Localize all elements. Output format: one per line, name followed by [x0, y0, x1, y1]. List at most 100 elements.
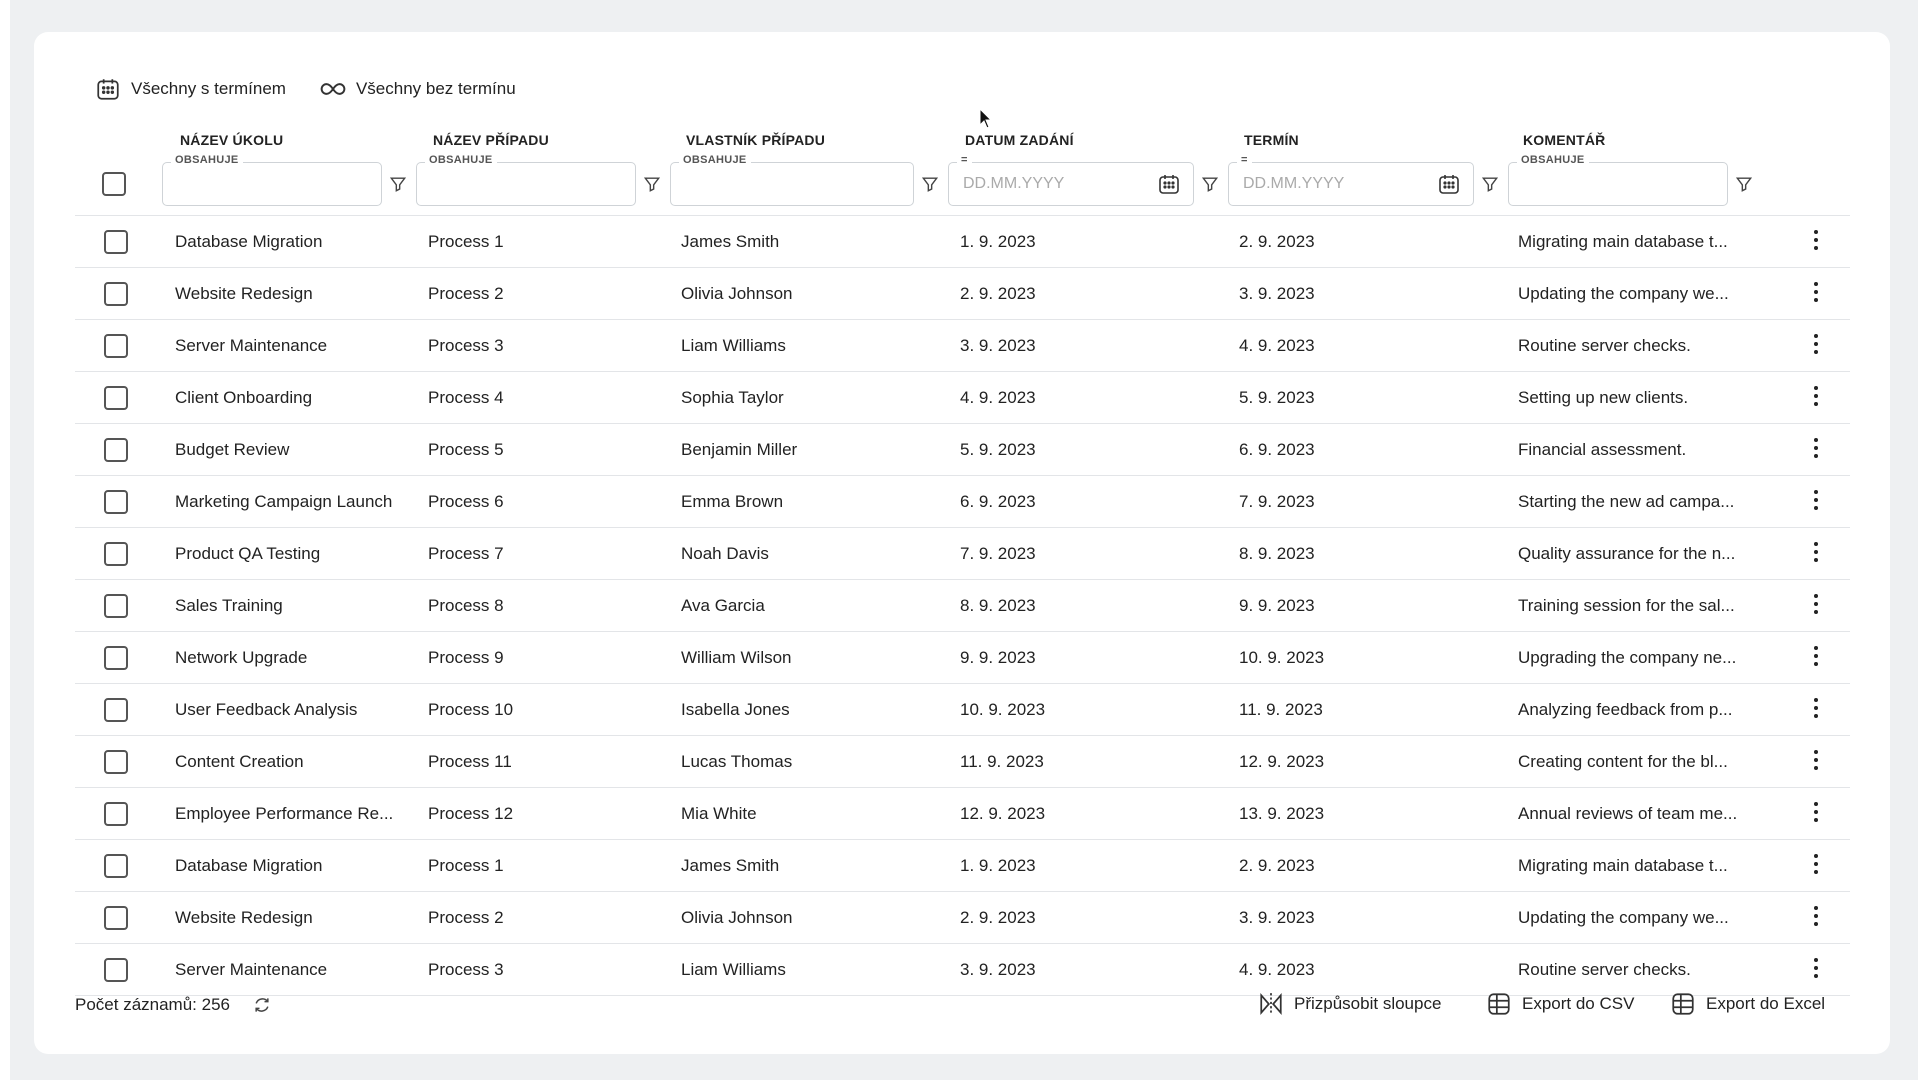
- table-row[interactable]: Employee Performance Re... Process 12 Mia …: [75, 787, 1850, 839]
- task-table-body: Database Migration Process 1 James Smith 1.…: [75, 215, 1850, 996]
- deadline-filter-funnel-icon[interactable]: [1480, 174, 1500, 194]
- case-owner-filter-funnel-icon[interactable]: [920, 174, 940, 194]
- task-name-filter-funnel-icon[interactable]: [388, 174, 408, 194]
- column-header-task-name[interactable]: NÁZEV ÚKOLU: [180, 132, 284, 148]
- calendar-icon: [97, 79, 119, 100]
- column-header-deadline[interactable]: TERMÍN: [1244, 132, 1299, 148]
- row-menu-kebab-icon[interactable]: [1813, 802, 1819, 824]
- row-checkbox[interactable]: [104, 490, 128, 514]
- table-row[interactable]: Network Upgrade Process 9 William Wilson 9.…: [75, 631, 1850, 683]
- table-row[interactable]: Content Creation Process 11 Lucas Thomas 11…: [75, 735, 1850, 787]
- table-row[interactable]: Database Migration Process 1 James Smith 1.…: [75, 839, 1850, 891]
- cell-comment: Setting up new clients.: [1518, 388, 1689, 407]
- row-menu-kebab-icon[interactable]: [1813, 698, 1819, 720]
- cell-assigned: 2. 9. 2023: [960, 908, 1036, 927]
- date-picker-calendar-icon[interactable]: [1157, 172, 1181, 196]
- cell-case: Process 2: [428, 284, 504, 303]
- filter-row: OBSAHUJE OBSAHUJE OBSAHUJE = DD.MM.YYYY …: [0, 154, 1920, 208]
- row-menu-kebab-icon[interactable]: [1813, 542, 1819, 564]
- row-checkbox[interactable]: [104, 282, 128, 306]
- case-owner-filter-input[interactable]: OBSAHUJE: [670, 154, 914, 206]
- cell-deadline: 8. 9. 2023: [1239, 544, 1315, 563]
- cell-assigned: 5. 9. 2023: [960, 440, 1036, 459]
- row-checkbox[interactable]: [104, 594, 128, 618]
- table-row[interactable]: Client Onboarding Process 4 Sophia Taylor 4…: [75, 371, 1850, 423]
- export-excel-button[interactable]: Export do Excel: [1670, 991, 1825, 1017]
- cell-assigned: 1. 9. 2023: [960, 232, 1036, 251]
- column-header-case-owner[interactable]: VLASTNÍK PŘÍPADU: [686, 132, 826, 148]
- cell-case: Process 10: [428, 700, 514, 719]
- assigned-date-filter-input[interactable]: = DD.MM.YYYY: [948, 154, 1194, 206]
- table-row[interactable]: User Feedback Analysis Process 10 Isabella…: [75, 683, 1850, 735]
- record-count: Počet záznamů: 256: [75, 995, 230, 1014]
- table-row[interactable]: Sales Training Process 8 Ava Garcia 8. 9. 2…: [75, 579, 1850, 631]
- table-row[interactable]: Server Maintenance Process 3 Liam Williams…: [75, 319, 1850, 371]
- row-menu-kebab-icon[interactable]: [1813, 750, 1819, 772]
- cell-owner: Benjamin Miller: [681, 440, 798, 459]
- row-checkbox[interactable]: [104, 854, 128, 878]
- column-header-case-name[interactable]: NÁZEV PŘÍPADU: [433, 132, 549, 148]
- row-checkbox[interactable]: [104, 802, 128, 826]
- comment-filter-funnel-icon[interactable]: [1734, 174, 1754, 194]
- all-with-deadline-button[interactable]: Všechny s termínem: [95, 76, 286, 102]
- row-menu-kebab-icon[interactable]: [1813, 282, 1819, 304]
- table-row[interactable]: Budget Review Process 5 Benjamin Miller 5. …: [75, 423, 1850, 475]
- row-menu-kebab-icon[interactable]: [1813, 906, 1819, 928]
- row-checkbox[interactable]: [104, 542, 128, 566]
- cell-comment: Starting the new ad campa...: [1518, 492, 1735, 511]
- column-header-comment[interactable]: KOMENTÁŘ: [1523, 132, 1606, 148]
- row-menu-kebab-icon[interactable]: [1813, 594, 1819, 616]
- export-csv-button[interactable]: Export do CSV: [1486, 991, 1634, 1017]
- refresh-icon[interactable]: [252, 995, 272, 1015]
- row-checkbox[interactable]: [104, 438, 128, 462]
- table-row[interactable]: Product QA Testing Process 7 Noah Davis 7. …: [75, 527, 1850, 579]
- table-grid-icon: [1488, 993, 1510, 1015]
- all-without-deadline-button[interactable]: Všechny bez termínu: [320, 76, 516, 102]
- assigned-date-filter-funnel-icon[interactable]: [1200, 174, 1220, 194]
- cell-assigned: 4. 9. 2023: [960, 388, 1036, 407]
- row-menu-kebab-icon[interactable]: [1813, 490, 1819, 512]
- customize-columns-button[interactable]: Přizpůsobit sloupce: [1258, 991, 1441, 1017]
- row-checkbox[interactable]: [104, 334, 128, 358]
- row-menu-kebab-icon[interactable]: [1813, 438, 1819, 460]
- cell-deadline: 6. 9. 2023: [1239, 440, 1315, 459]
- select-all-checkbox[interactable]: [102, 172, 126, 196]
- table-row[interactable]: Marketing Campaign Launch Process 6 Emma B…: [75, 475, 1850, 527]
- case-name-filter-input[interactable]: OBSAHUJE: [416, 154, 636, 206]
- row-menu-kebab-icon[interactable]: [1813, 230, 1819, 252]
- table-grid-icon: [1672, 993, 1694, 1015]
- task-name-filter-input[interactable]: OBSAHUJE: [162, 154, 382, 206]
- row-menu-kebab-icon[interactable]: [1813, 386, 1819, 408]
- row-menu-kebab-icon[interactable]: [1813, 334, 1819, 356]
- row-menu-kebab-icon[interactable]: [1813, 854, 1819, 876]
- cell-case: Process 9: [428, 648, 504, 667]
- case-name-filter-funnel-icon[interactable]: [642, 174, 662, 194]
- row-checkbox[interactable]: [104, 698, 128, 722]
- row-checkbox[interactable]: [104, 750, 128, 774]
- cell-assigned: 10. 9. 2023: [960, 700, 1046, 719]
- cell-deadline: 5. 9. 2023: [1239, 388, 1315, 407]
- cell-deadline: 10. 9. 2023: [1239, 648, 1325, 667]
- all-with-deadline-label: Všechny s termínem: [131, 79, 286, 98]
- row-checkbox[interactable]: [104, 230, 128, 254]
- row-checkbox[interactable]: [104, 386, 128, 410]
- cell-comment: Annual reviews of team me...: [1518, 804, 1738, 823]
- row-checkbox[interactable]: [104, 906, 128, 930]
- row-checkbox[interactable]: [104, 646, 128, 670]
- comment-filter-input[interactable]: OBSAHUJE: [1508, 154, 1728, 206]
- row-checkbox[interactable]: [104, 958, 128, 982]
- date-picker-calendar-icon[interactable]: [1437, 172, 1461, 196]
- cell-task: Client Onboarding: [175, 388, 313, 407]
- row-menu-kebab-icon[interactable]: [1813, 958, 1819, 980]
- cell-deadline: 3. 9. 2023: [1239, 284, 1315, 303]
- row-menu-kebab-icon[interactable]: [1813, 646, 1819, 668]
- cell-assigned: 3. 9. 2023: [960, 336, 1036, 355]
- deadline-filter-input[interactable]: = DD.MM.YYYY: [1228, 154, 1474, 206]
- filter-operator-label: =: [1237, 154, 1252, 166]
- column-header-assigned-date[interactable]: DATUM ZADÁNÍ: [965, 132, 1074, 148]
- filter-operator-label: OBSAHUJE: [679, 154, 751, 166]
- table-row[interactable]: Server Maintenance Process 3 Liam Williams…: [75, 943, 1850, 996]
- table-row[interactable]: Website Redesign Process 2 Olivia Johnson 2…: [75, 891, 1850, 943]
- table-row[interactable]: Database Migration Process 1 James Smith 1.…: [75, 215, 1850, 267]
- table-row[interactable]: Website Redesign Process 2 Olivia Johnson 2…: [75, 267, 1850, 319]
